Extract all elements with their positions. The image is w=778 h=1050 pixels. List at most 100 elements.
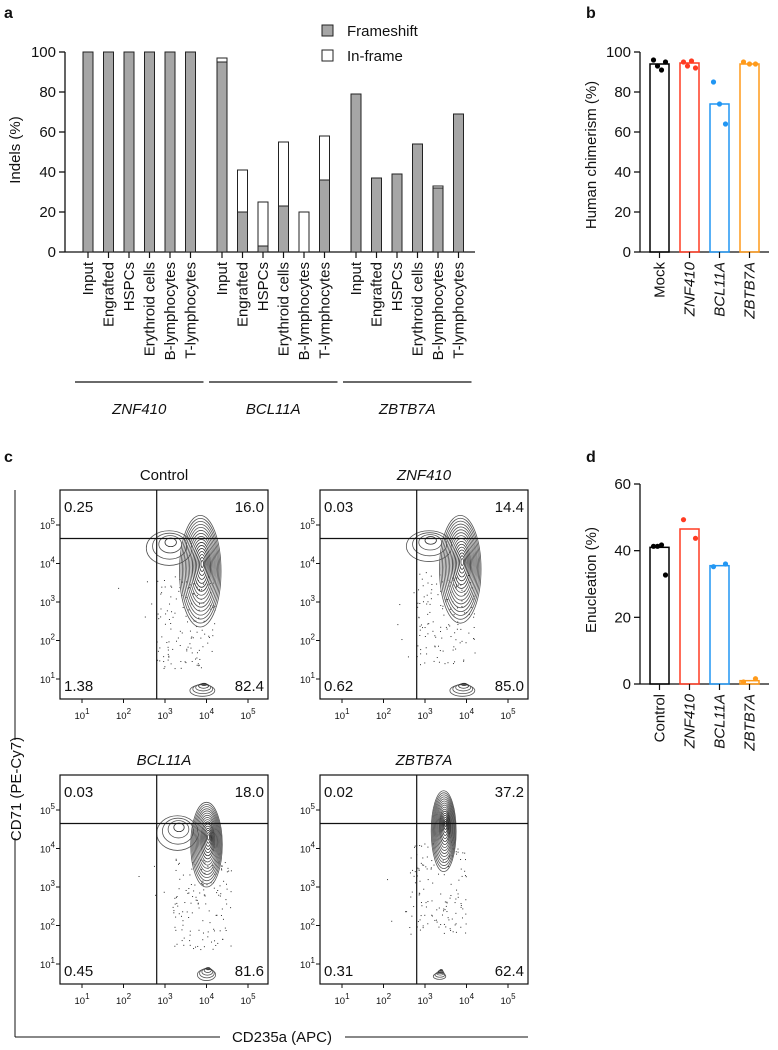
contour-main <box>447 532 475 601</box>
event-dot <box>166 610 168 612</box>
event-dot <box>195 896 197 898</box>
event-dot <box>451 918 453 920</box>
x-tick-label: ZNF410 <box>682 693 699 749</box>
quadrant-ll: 0.45 <box>64 963 93 980</box>
event-dot <box>426 868 428 870</box>
event-dot <box>426 653 428 655</box>
event-dot <box>167 659 169 661</box>
event-dot <box>219 930 221 932</box>
panel-b-chimerism-chart: 0 20 40 60 80 100 Human chimerism (%) Mock ZNF41… <box>583 44 769 320</box>
event-dot <box>189 630 191 632</box>
x-tick-label: 102 <box>116 992 132 1007</box>
event-dot <box>425 647 427 649</box>
event-dot <box>213 928 215 930</box>
plot-title: ZBTB7A <box>395 752 453 769</box>
event-dot <box>170 628 172 630</box>
event-dot <box>161 592 163 594</box>
event-dot <box>457 624 459 626</box>
event-dot <box>443 614 445 616</box>
event-dot <box>226 883 228 885</box>
event-dot <box>168 656 170 658</box>
event-dot <box>189 940 191 942</box>
event-dot <box>419 634 421 636</box>
event-dot <box>431 900 433 902</box>
event-dot <box>397 624 399 626</box>
event-dot <box>440 893 442 895</box>
x-tick-label: Input <box>348 261 365 295</box>
event-dot <box>182 606 184 608</box>
x-tick-label: 102 <box>116 707 132 722</box>
event-dot <box>455 898 457 900</box>
event-dot <box>226 871 228 873</box>
contour-main <box>439 514 482 624</box>
event-dot <box>160 593 162 595</box>
event-dot <box>204 862 206 864</box>
event-dot <box>174 576 176 578</box>
event-dot <box>460 628 462 630</box>
event-dot <box>172 648 174 650</box>
event-dot <box>465 642 467 644</box>
data-point <box>722 121 729 127</box>
x-tick-label: 104 <box>199 707 215 722</box>
event-dot <box>461 917 463 919</box>
panel-letter-c: c <box>4 449 13 466</box>
contour-main <box>449 535 474 597</box>
event-dot <box>212 635 214 637</box>
event-dot <box>449 581 451 583</box>
event-dot <box>157 659 159 661</box>
data-point <box>680 59 687 65</box>
event-dot <box>197 903 199 905</box>
event-dot <box>196 652 198 654</box>
event-dot <box>179 630 181 632</box>
contour-main <box>191 804 222 885</box>
event-dot <box>212 629 214 631</box>
event-dot <box>425 866 427 868</box>
event-dot <box>437 645 439 647</box>
event-dot <box>179 645 181 647</box>
bar-frameshift <box>164 51 176 253</box>
event-dot <box>456 853 458 855</box>
contour-enucleated <box>434 971 446 978</box>
event-dot <box>438 873 440 875</box>
data-point <box>658 67 665 73</box>
contour-enucleated <box>461 682 467 686</box>
event-dot <box>189 587 191 589</box>
y-axis-label: Enucleation (%) <box>583 527 600 633</box>
quadrant-ll: 0.31 <box>324 963 353 980</box>
event-dot <box>412 869 414 871</box>
bar-frameshift <box>123 51 135 253</box>
event-dot <box>204 633 206 635</box>
event-dot <box>182 924 184 926</box>
contour-main <box>440 517 481 620</box>
x-tick-label: 104 <box>199 992 215 1007</box>
event-dot <box>446 628 448 630</box>
event-dot <box>195 620 197 622</box>
event-dot <box>198 609 200 611</box>
event-dot <box>201 869 203 871</box>
data-point <box>680 517 687 523</box>
event-dot <box>228 870 230 872</box>
y-tick-label: 105 <box>40 802 56 817</box>
event-dot <box>441 914 443 916</box>
event-dot <box>185 596 187 598</box>
y-tick-label: 103 <box>40 594 56 609</box>
event-dot <box>427 623 429 625</box>
event-dot <box>183 944 185 946</box>
event-dot <box>463 612 465 614</box>
event-dot <box>153 865 155 867</box>
event-dot <box>138 876 140 878</box>
event-dot <box>410 857 412 859</box>
event-dot <box>226 903 228 905</box>
event-dot <box>160 616 162 618</box>
event-dot <box>443 910 445 912</box>
event-dot <box>216 892 218 894</box>
event-dot <box>441 637 443 639</box>
x-tick-label: Erythroid cells <box>142 262 159 356</box>
y-tick-label: 101 <box>300 671 316 686</box>
event-dot <box>421 845 423 847</box>
event-dot <box>220 865 222 867</box>
flow-plot-control: Control 0.25 16.0 1.38 82.4 101 102 103 104 105 10… <box>40 467 269 722</box>
event-dot <box>447 857 449 859</box>
event-dot <box>427 901 429 903</box>
